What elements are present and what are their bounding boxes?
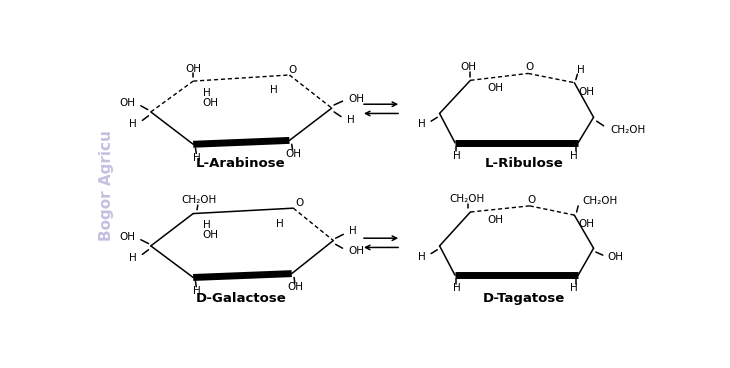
Text: O: O bbox=[288, 64, 296, 75]
Text: H: H bbox=[347, 114, 355, 125]
Text: OH: OH bbox=[578, 219, 594, 229]
Text: H: H bbox=[275, 219, 283, 229]
Text: OH: OH bbox=[285, 149, 301, 159]
Text: OH: OH bbox=[349, 246, 365, 256]
Text: D-Tagatose: D-Tagatose bbox=[483, 292, 566, 305]
Text: H: H bbox=[577, 64, 584, 75]
Text: O: O bbox=[296, 198, 304, 208]
Text: OH: OH bbox=[578, 87, 594, 97]
Text: O: O bbox=[527, 195, 535, 205]
Text: OH: OH bbox=[288, 283, 304, 293]
Text: H: H bbox=[129, 119, 137, 129]
Text: H: H bbox=[418, 252, 426, 262]
Text: H: H bbox=[453, 151, 461, 161]
Text: CH₂OH: CH₂OH bbox=[582, 196, 618, 206]
Text: OH: OH bbox=[202, 98, 218, 108]
Text: O: O bbox=[526, 62, 534, 72]
Text: D-Galactose: D-Galactose bbox=[196, 292, 286, 305]
Text: H: H bbox=[129, 253, 137, 263]
Text: H: H bbox=[418, 119, 426, 129]
Text: CH₂OH: CH₂OH bbox=[449, 194, 484, 204]
Text: CH₂OH: CH₂OH bbox=[610, 125, 646, 135]
Text: OH: OH bbox=[461, 62, 477, 72]
Text: H: H bbox=[193, 286, 201, 296]
Text: H: H bbox=[270, 85, 278, 95]
Text: OH: OH bbox=[120, 232, 136, 242]
Text: OH: OH bbox=[488, 83, 503, 93]
Text: H: H bbox=[193, 153, 201, 163]
Text: OH: OH bbox=[488, 215, 503, 225]
Text: OH: OH bbox=[185, 64, 201, 74]
Text: H: H bbox=[570, 283, 578, 293]
Text: OH: OH bbox=[607, 252, 623, 262]
Text: L-Ribulose: L-Ribulose bbox=[485, 157, 564, 170]
Text: H: H bbox=[570, 151, 578, 161]
Text: OH: OH bbox=[202, 230, 218, 240]
Text: H: H bbox=[203, 88, 211, 98]
Text: CH₂OH: CH₂OH bbox=[182, 195, 217, 205]
Text: H: H bbox=[349, 226, 356, 236]
Text: OH: OH bbox=[349, 94, 365, 104]
Text: Bogor Agricu: Bogor Agricu bbox=[99, 130, 115, 241]
Text: L-Arabinose: L-Arabinose bbox=[196, 157, 285, 170]
Text: H: H bbox=[453, 283, 461, 293]
Text: OH: OH bbox=[120, 98, 136, 108]
Text: H: H bbox=[203, 220, 211, 230]
